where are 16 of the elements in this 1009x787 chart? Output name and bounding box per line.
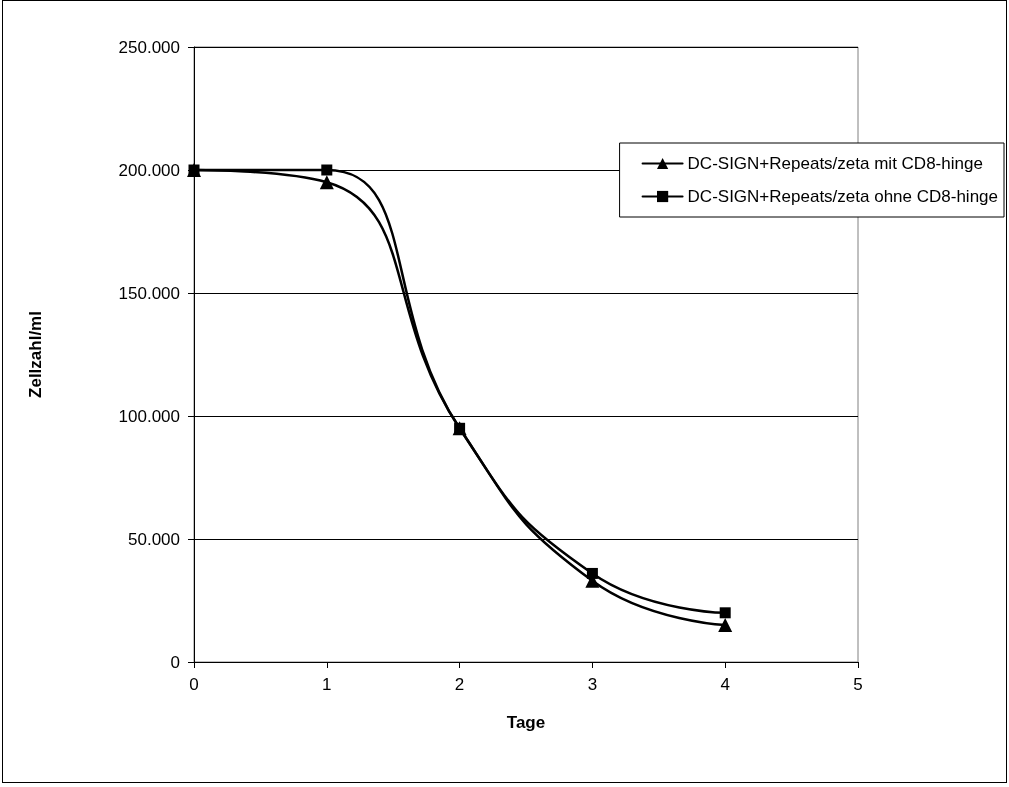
x-tick-label: 0 [189, 675, 199, 694]
x-tick-label: 3 [587, 675, 598, 694]
legend-label: DC-SIGN+Repeats/zeta mit CD8-hinge [687, 154, 983, 173]
x-tick-label: 5 [853, 675, 863, 694]
x-tick-label: 4 [720, 675, 730, 694]
x-tick-label: 2 [454, 675, 465, 694]
x-tick-label: 1 [322, 675, 332, 694]
y-tick-label: 100.000 [118, 406, 180, 426]
y-tick-label: 50.000 [128, 529, 180, 549]
y-tick-label: 0 [170, 652, 180, 672]
y-tick-label: 250.000 [118, 37, 180, 57]
y-axis-title: Zellzahl/ml [26, 311, 45, 398]
y-tick-label: 150.000 [118, 283, 180, 303]
y-tick-label: 200.000 [118, 160, 180, 180]
legend-label: DC-SIGN+Repeats/zeta ohne CD8-hinge [687, 187, 999, 206]
x-axis-title: Tage [506, 713, 546, 732]
